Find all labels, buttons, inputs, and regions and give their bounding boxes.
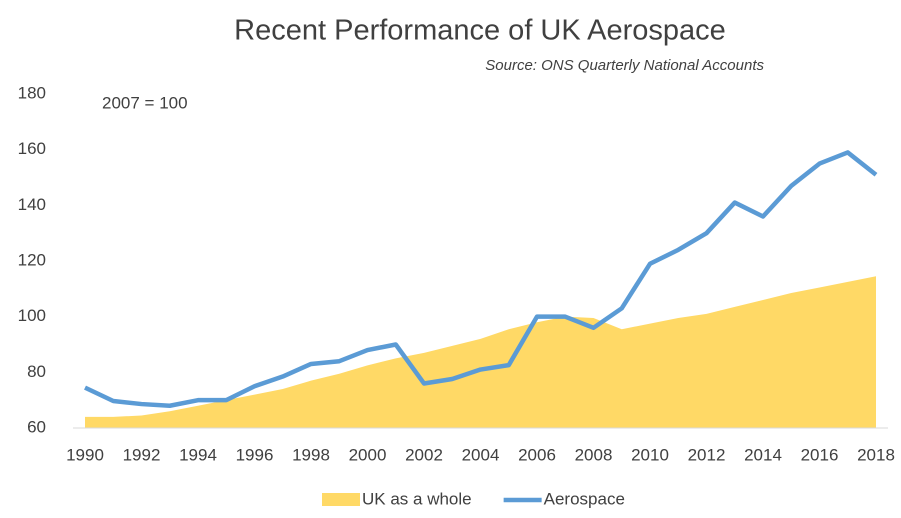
annotation: 2007 = 100 xyxy=(102,93,188,112)
x-tick-label: 2014 xyxy=(744,445,782,464)
line xyxy=(84,150,878,408)
x-tick-label: 2006 xyxy=(518,445,556,464)
x-tick-label: 2010 xyxy=(631,445,669,464)
y-tick-label: 60 xyxy=(27,417,46,436)
x-tick-label: 2000 xyxy=(349,445,387,464)
x-tick-label: 1992 xyxy=(123,445,161,464)
y-tick-label: 160 xyxy=(18,139,46,158)
y-tick-label: 100 xyxy=(18,306,46,325)
x-tick-label: 2004 xyxy=(462,445,500,464)
x-tick-label: 1996 xyxy=(236,445,274,464)
y-tick-label: 120 xyxy=(18,250,46,269)
legend-swatch xyxy=(322,493,360,506)
legend-label: Aerospace xyxy=(544,489,625,508)
chart-subtitle: Source: ONS Quarterly National Accounts xyxy=(485,57,764,74)
legend-label: UK as a whole xyxy=(362,489,472,508)
x-tick-label: 2018 xyxy=(857,445,895,464)
x-tick-label: 1990 xyxy=(66,445,104,464)
x-tick-label: 2008 xyxy=(575,445,613,464)
y-tick-label: 140 xyxy=(18,195,46,214)
x-tick-label: 2012 xyxy=(688,445,726,464)
x-tick-label: 2016 xyxy=(801,445,839,464)
chart-title: Recent Performance of UK Aerospace xyxy=(234,15,726,47)
x-tick-label: 1994 xyxy=(179,445,217,464)
y-tick-label: 80 xyxy=(27,362,46,381)
x-tick-label: 1998 xyxy=(292,445,330,464)
x-tick-label: 2002 xyxy=(405,445,443,464)
y-tick-label: 180 xyxy=(18,83,46,102)
area xyxy=(85,276,876,428)
